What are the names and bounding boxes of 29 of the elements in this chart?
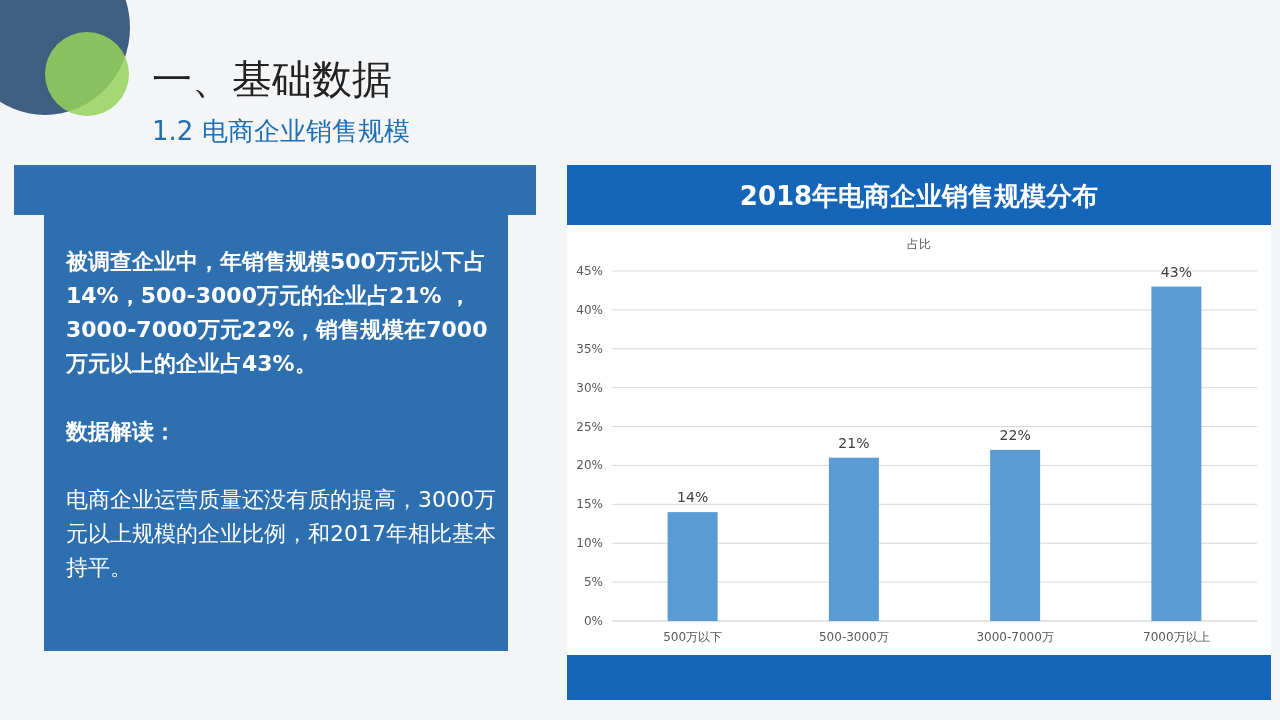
y-tick-label: 45% [576,264,603,278]
chart-subtitle: 占比 [907,237,931,251]
y-tick-label: 10% [576,536,603,551]
y-tick-label: 0% [583,614,603,628]
bar [1151,286,1202,621]
bar [990,449,1041,621]
y-tick-label: 5% [583,575,603,590]
bar [828,457,879,621]
y-tick-label: 35% [576,341,603,356]
text: 被调查企业中，年销售规模500万元以下占14%，500-3000万元的企业占21% ，3000-7000万元22%，销售规模在7000万元以上的企业占43%。 [66,248,489,378]
y-tick-label: 40% [576,302,603,317]
data-label: 21% [838,434,870,451]
text: 1.2 电商企业销售规模 [152,115,410,148]
y-tick-label: 25% [576,419,603,434]
data-label: 22% [999,426,1031,443]
y-tick-label: 30% [576,380,603,395]
chart-title: 2018年电商企业销售规模分布 [739,181,1099,211]
text: 数据解读： [66,418,177,446]
x-tick-label: 3000-7000万 [976,630,1054,644]
data-label: 14% [677,489,709,506]
x-tick-label: 500-3000万 [818,630,889,644]
y-tick-label: 20% [576,458,603,473]
x-tick-label: 500万以下 [663,630,723,644]
text: 一、基础数据 [152,55,392,104]
text: 电商企业运营质量还没有质的提高，3000万元以上规模的企业比例，和2017年相比基本持平。 [66,486,496,582]
y-tick-label: 15% [576,497,603,512]
x-tick-label: 7000万以上 [1143,630,1210,644]
bar [667,512,718,621]
data-label: 43% [1160,263,1192,280]
